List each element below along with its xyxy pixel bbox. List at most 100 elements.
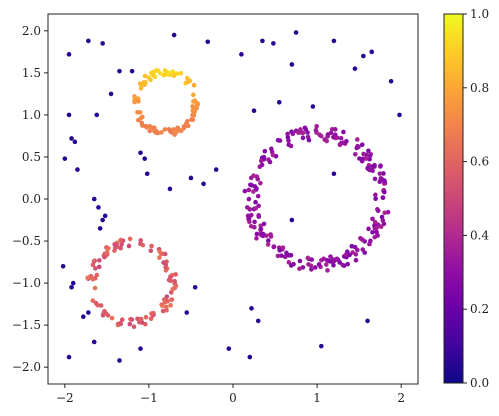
scatter-point bbox=[138, 346, 143, 351]
ring-point bbox=[285, 131, 290, 137]
scatter-point bbox=[60, 263, 66, 269]
ring-point bbox=[268, 234, 274, 239]
ring-point bbox=[137, 110, 143, 115]
scatter-point bbox=[352, 66, 358, 71]
ring-point bbox=[373, 196, 378, 202]
scatter-points bbox=[60, 30, 402, 363]
ring-point bbox=[379, 214, 385, 220]
scatter-point bbox=[117, 68, 122, 74]
colorbar-tick-label: 0.8 bbox=[470, 81, 489, 95]
axes-frame bbox=[47, 13, 419, 385]
ring-point bbox=[261, 221, 267, 227]
scatter-point bbox=[184, 310, 190, 315]
scatter-point bbox=[361, 53, 366, 59]
scatter-point bbox=[167, 186, 173, 192]
ring-point bbox=[149, 243, 154, 249]
ring-point bbox=[312, 265, 318, 270]
ring-point bbox=[191, 92, 196, 98]
colorbar-tick-label: 0.0 bbox=[470, 376, 489, 390]
ring-point bbox=[367, 167, 373, 173]
ring-point bbox=[138, 115, 144, 121]
ring-point bbox=[359, 158, 365, 164]
scatter-point bbox=[86, 38, 91, 44]
ring-point bbox=[178, 70, 184, 76]
ring-point bbox=[148, 248, 154, 254]
ring-point bbox=[247, 219, 252, 225]
ring-point bbox=[252, 219, 257, 225]
ring-point bbox=[119, 242, 124, 247]
ring-point bbox=[298, 127, 303, 132]
ring-point bbox=[96, 264, 102, 270]
colorbar-tick-label: 0.6 bbox=[470, 155, 489, 169]
ring-point bbox=[331, 262, 336, 268]
ring-point bbox=[361, 151, 366, 157]
ring-point bbox=[260, 231, 266, 237]
ring-point bbox=[248, 223, 254, 229]
ring-point bbox=[305, 130, 310, 135]
scatter-point bbox=[310, 104, 316, 109]
ring-point bbox=[309, 257, 314, 262]
scatter-point bbox=[72, 139, 78, 145]
ring-point bbox=[93, 300, 99, 306]
ring-point bbox=[378, 224, 384, 229]
ring-point bbox=[261, 154, 267, 160]
ring-point bbox=[179, 128, 184, 134]
ring-point bbox=[300, 130, 306, 136]
scatter-point bbox=[129, 68, 135, 74]
ring-point bbox=[132, 99, 137, 105]
scatter-point bbox=[142, 156, 147, 161]
ring-point bbox=[353, 252, 359, 257]
y-tick-label: −0.5 bbox=[12, 234, 41, 248]
scatter-point bbox=[249, 306, 254, 311]
ring-point bbox=[153, 130, 159, 135]
ring-point bbox=[191, 82, 197, 88]
ring-point bbox=[316, 262, 322, 267]
scatter-point bbox=[75, 167, 80, 172]
scatter-point bbox=[331, 38, 337, 44]
ring-point bbox=[127, 321, 133, 327]
scatter-point bbox=[201, 181, 206, 187]
ring-point bbox=[370, 229, 375, 235]
ring-point bbox=[259, 162, 265, 168]
ring-point bbox=[103, 311, 109, 316]
scatter-point bbox=[97, 226, 103, 231]
ring-point bbox=[331, 134, 336, 140]
ring-point bbox=[280, 245, 286, 251]
ring-point bbox=[97, 258, 102, 263]
ring-point bbox=[372, 176, 378, 182]
ring-point bbox=[127, 236, 133, 242]
ring-point bbox=[366, 226, 371, 232]
scatter-point bbox=[94, 112, 100, 118]
ring-point bbox=[374, 225, 379, 231]
ring-point bbox=[382, 210, 387, 216]
ring-point bbox=[377, 171, 383, 176]
ring-point bbox=[85, 275, 90, 281]
ring-point bbox=[325, 268, 330, 273]
scatter-point bbox=[69, 285, 74, 290]
ring-point bbox=[143, 80, 148, 86]
ring-point bbox=[322, 137, 327, 142]
ring-point bbox=[258, 223, 264, 229]
ring-point bbox=[164, 259, 169, 264]
x-tick-label: 1 bbox=[313, 391, 321, 405]
ring-point bbox=[364, 156, 369, 161]
ring-point bbox=[372, 219, 378, 225]
ring-point bbox=[380, 218, 386, 223]
ring-point bbox=[152, 74, 158, 80]
ring-point bbox=[148, 70, 154, 76]
ring-point bbox=[148, 316, 154, 322]
scatter-point bbox=[319, 343, 324, 349]
ring-point bbox=[104, 249, 110, 255]
ring-point bbox=[161, 72, 167, 78]
ring-point bbox=[168, 278, 173, 284]
scatter-point bbox=[331, 171, 337, 177]
ring-point bbox=[91, 258, 97, 264]
scatter-point bbox=[365, 318, 370, 324]
scatter-point bbox=[66, 112, 72, 118]
ring-point bbox=[358, 236, 363, 241]
scatter-point bbox=[205, 39, 211, 45]
ring-point bbox=[367, 153, 373, 159]
ring-point bbox=[305, 255, 311, 261]
ring-point bbox=[375, 233, 380, 238]
